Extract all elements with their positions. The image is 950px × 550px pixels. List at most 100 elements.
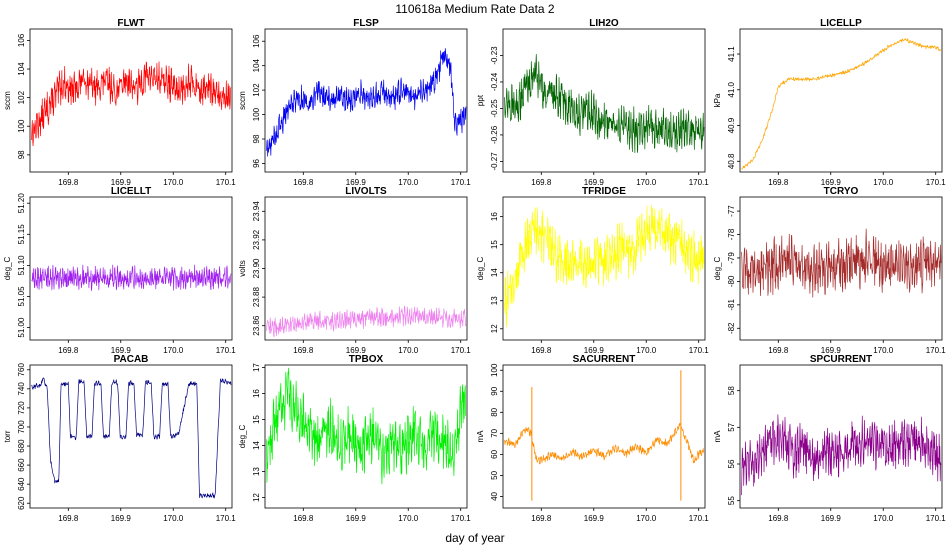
y-tick-label: 90	[490, 386, 499, 395]
figure-title: 110618a Medium Rate Data 2	[395, 2, 555, 16]
y-tick-label: 102	[252, 83, 261, 97]
y-tick-label: 12	[490, 324, 499, 333]
panel-flwt: FLWT sccm 169.8 169.9 170.0 170.1 98 100 102 104 1…	[3, 18, 236, 187]
y-tick-label: -81	[727, 299, 736, 311]
y-tick-label: 96	[252, 158, 261, 167]
x-tick-label: 170.1	[216, 346, 237, 355]
y-tick-label: 40.9	[727, 117, 736, 133]
x-tick-label: 169.8	[768, 178, 789, 187]
panel-lih2o: LIH2O ppt 169.8 169.9 170.0 170.1 -0.27 -0.26 -0…	[476, 18, 709, 187]
y-axis-label: sccm	[3, 91, 12, 110]
x-tick-label: 169.8	[531, 178, 552, 187]
x-tick-label: 169.9	[584, 514, 605, 523]
series-line	[266, 48, 467, 157]
y-tick-label: 720	[17, 401, 26, 415]
y-tick-label: 41.1	[727, 46, 736, 62]
y-tick-label: 41.0	[727, 81, 736, 97]
y-tick-label: 51.15	[17, 224, 26, 245]
y-tick-label: 100	[17, 119, 26, 133]
x-tick-label: 169.8	[768, 346, 789, 355]
y-tick-label: 740	[17, 382, 26, 396]
plot-frame	[29, 196, 233, 341]
y-tick-label: 23.90	[252, 258, 261, 279]
plot-frame	[502, 196, 706, 341]
x-tick-label: 170.0	[163, 346, 184, 355]
x-tick-label: 170.1	[216, 514, 237, 523]
y-tick-label: -77	[727, 205, 736, 217]
series-line	[266, 305, 467, 338]
series-line	[504, 204, 705, 328]
x-tick-label: 169.8	[531, 346, 552, 355]
y-tick-label: 700	[17, 420, 26, 434]
y-tick-label: 40	[490, 491, 499, 500]
y-tick-label: 640	[17, 477, 26, 491]
y-tick-label: 51.00	[17, 317, 26, 338]
x-tick-label: 169.9	[821, 514, 842, 523]
x-tick-label: 170.0	[398, 346, 419, 355]
y-tick-label: 102	[17, 90, 26, 104]
x-tick-label: 170.1	[926, 178, 947, 187]
panel-title: TPBOX	[349, 354, 384, 365]
panel-flsp: FLSP sccm 169.8 169.9 170.0 170.1 96 98 100 102 10…	[238, 18, 471, 187]
panel-title: FLWT	[117, 18, 144, 29]
y-tick-label: 106	[252, 34, 261, 48]
x-tick-label: 170.1	[451, 346, 472, 355]
y-axis-label: deg_C	[476, 256, 485, 280]
series-line	[504, 422, 705, 465]
y-tick-label: 15	[252, 415, 261, 424]
panel-livolts: LIVOLTS volts 169.8 169.9 170.0 170.1 23.86 23.…	[238, 186, 471, 355]
plot-frame	[502, 364, 706, 509]
x-tick-label: 169.9	[821, 178, 842, 187]
panels: FLWT sccm 169.8 169.9 170.0 170.1 98 100 102 104 1…	[3, 18, 946, 523]
series-line	[31, 377, 232, 499]
y-tick-label: 23.94	[252, 201, 261, 222]
y-axis-label: deg_C	[3, 256, 12, 280]
plot-frame	[264, 28, 468, 173]
panel-title: TFRIDGE	[582, 186, 626, 197]
y-axis-label: kPa	[713, 93, 722, 107]
y-axis-label: sccm	[238, 91, 247, 110]
y-tick-label: 660	[17, 458, 26, 472]
y-tick-label: 98	[17, 150, 26, 159]
y-tick-label: 51.05	[17, 286, 26, 307]
panel-sacurrent: SACURRENT mA 169.8 169.9 170.0 170.1 40 50 60 70 8…	[476, 354, 709, 523]
x-tick-label: 169.8	[293, 346, 314, 355]
y-tick-label: -80	[727, 275, 736, 287]
x-tick-label: 169.9	[111, 178, 132, 187]
x-tick-label: 169.9	[111, 514, 132, 523]
panel-title: SACURRENT	[573, 354, 636, 365]
y-tick-label: 680	[17, 439, 26, 453]
y-tick-label: 40.8	[727, 153, 736, 169]
panel-tpbox: TPBOX deg_C 169.8 169.9 170.0 170.1 12 13 14 15 16…	[238, 354, 471, 523]
x-tick-label: 169.8	[58, 346, 79, 355]
y-tick-label: 98	[252, 134, 261, 143]
x-tick-label: 170.1	[689, 178, 710, 187]
x-tick-label: 170.0	[636, 346, 657, 355]
series-line	[504, 54, 705, 154]
y-tick-label: 14	[252, 441, 261, 450]
y-tick-label: -78	[727, 228, 736, 240]
x-tick-label: 169.9	[821, 346, 842, 355]
panel-tfridge: TFRIDGE deg_C 169.8 169.9 170.0 170.1 12 13 14 15…	[476, 186, 709, 355]
x-tick-label: 169.8	[293, 514, 314, 523]
y-tick-label: 23.86	[252, 315, 261, 336]
y-tick-label: 620	[17, 496, 26, 510]
x-tick-label: 170.1	[689, 346, 710, 355]
series-line	[741, 414, 942, 496]
x-tick-label: 170.1	[689, 514, 710, 523]
y-tick-label: 51.20	[17, 193, 26, 214]
y-tick-label: 100	[490, 363, 499, 377]
plot-frame	[502, 28, 706, 173]
plot-frame	[264, 364, 468, 509]
panel-tcryo: TCRYO deg_C 169.8 169.9 170.0 170.1 -82 -81 -80 -…	[713, 186, 946, 355]
x-tick-label: 169.9	[111, 346, 132, 355]
y-axis-label: torr	[3, 430, 12, 442]
panel-title: TCRYO	[824, 186, 859, 197]
series-line	[31, 264, 232, 291]
y-tick-label: 14	[490, 268, 499, 277]
x-tick-label: 169.8	[58, 178, 79, 187]
panel-pacab: PACAB torr 169.8 169.9 170.0 170.1 620 640 660 68…	[3, 354, 236, 523]
x-tick-label: 169.8	[531, 514, 552, 523]
x-tick-label: 170.1	[926, 346, 947, 355]
y-tick-label: 80	[490, 407, 499, 416]
